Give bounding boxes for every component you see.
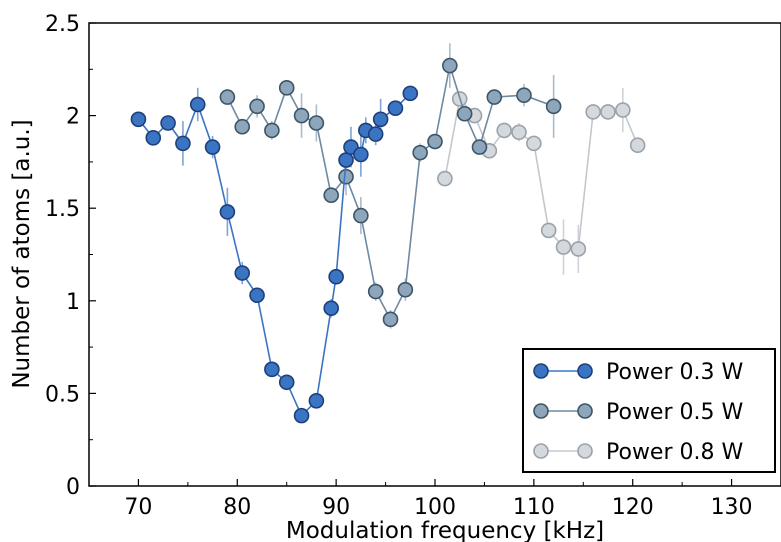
axis-ticks: 70 80 90 100 110 120 130 0 0.5 1 1.5 2 2.5 (45, 12, 753, 520)
legend-entry: Power 0.8 W (533, 440, 743, 465)
data-point (323, 300, 340, 317)
data-point (382, 311, 399, 328)
data-point (427, 133, 443, 150)
data-point (264, 361, 280, 378)
data-point (486, 89, 503, 105)
data-point (323, 187, 340, 204)
legend-label: Power 0.8 W (606, 440, 743, 465)
y-tick-label: 2 (66, 105, 80, 130)
data-point (570, 241, 587, 257)
data-point (353, 146, 369, 163)
legend-label: Power 0.5 W (606, 400, 743, 425)
data-point (545, 98, 562, 115)
legend-entry: Power 0.3 W (533, 360, 743, 385)
y-axis-label: Number of atoms [a.u.] (9, 119, 35, 388)
data-point (328, 268, 344, 285)
data-point (412, 144, 428, 161)
data-point (278, 80, 295, 96)
x-tick-label: 100 (414, 495, 456, 520)
data-point (367, 283, 384, 300)
data-point (130, 111, 147, 128)
legend-marker (533, 443, 549, 459)
data-point (511, 124, 527, 141)
data-point (471, 139, 488, 155)
x-tick-label: 130 (711, 495, 753, 520)
data-point (402, 85, 419, 102)
data-point (204, 139, 221, 155)
data-point (219, 204, 236, 220)
legend-label: Power 0.3 W (606, 360, 743, 385)
data-point (585, 104, 601, 120)
x-tick-label: 110 (513, 495, 555, 520)
series-1 (130, 85, 419, 424)
data-point (249, 287, 265, 304)
data-point (175, 135, 191, 152)
data-point (442, 57, 458, 74)
x-tick-label: 90 (322, 495, 350, 520)
data-point (160, 115, 176, 131)
data-point (293, 407, 310, 424)
data-point (234, 118, 251, 135)
data-point (264, 122, 280, 139)
data-point (600, 104, 616, 120)
legend-marker (577, 443, 593, 459)
data-point (353, 207, 369, 224)
x-tick-label: 120 (612, 495, 654, 520)
y-tick-label: 1.5 (45, 197, 80, 222)
data-point (387, 100, 404, 116)
data-point (629, 137, 646, 154)
series-3 (437, 87, 646, 275)
legend-marker (533, 363, 549, 379)
data-point (249, 98, 265, 115)
data-point (516, 87, 532, 104)
data-point (234, 265, 251, 281)
x-axis-label: Modulation frequency [kHz] (286, 518, 604, 542)
data-point (338, 168, 354, 185)
legend-marker (577, 363, 593, 379)
data-point (496, 122, 513, 139)
data-point (189, 96, 206, 113)
data-point (145, 130, 162, 146)
data-point (615, 102, 631, 118)
y-tick-label: 0.5 (45, 382, 80, 407)
x-tick-label: 70 (124, 495, 152, 520)
legend: Power 0.3 W Power 0.5 W Power 0.8 W (522, 348, 776, 473)
legend-marker (533, 403, 549, 419)
y-tick-label: 1 (66, 290, 80, 315)
data-point (338, 152, 354, 168)
legend-entry: Power 0.5 W (533, 400, 743, 425)
data-point (308, 115, 325, 131)
x-tick-label: 80 (223, 495, 251, 520)
series-2 (219, 43, 562, 329)
y-tick-label: 0 (66, 475, 80, 500)
data-point (397, 281, 414, 298)
data-point (526, 135, 542, 152)
data-point (219, 89, 236, 105)
data-point (540, 222, 557, 239)
data-point (367, 126, 384, 142)
data-point (308, 393, 325, 409)
data-point (555, 239, 572, 255)
data-point (278, 374, 295, 391)
y-tick-label: 2.5 (45, 12, 80, 37)
data-point (456, 105, 473, 122)
data-point (372, 111, 389, 128)
series-layer (130, 43, 646, 424)
legend-entries: Power 0.3 W Power 0.5 W Power 0.8 W (533, 360, 743, 465)
data-point (437, 170, 453, 187)
legend-marker (577, 403, 593, 419)
data-point (293, 107, 310, 124)
